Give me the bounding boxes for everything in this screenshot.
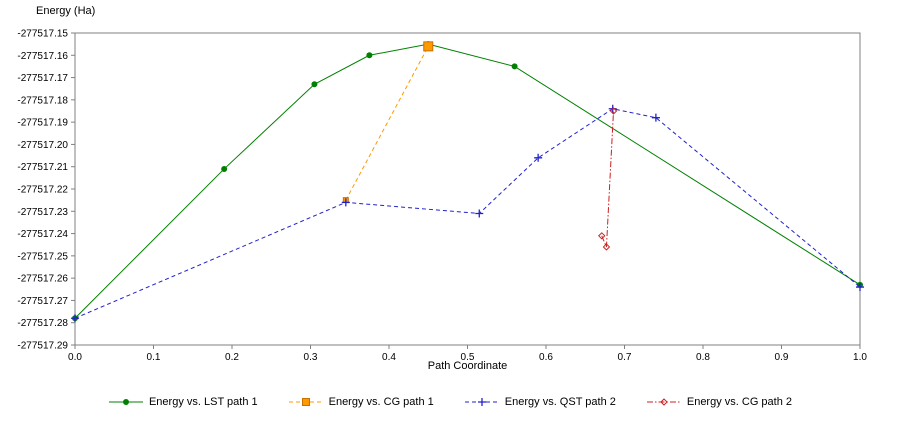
y-tick-label: -277517.20 [17, 140, 68, 151]
y-tick-label: -277517.16 [17, 51, 68, 62]
y-tick-label: -277517.17 [17, 73, 68, 84]
y-axis-title: Energy (Ha) [36, 5, 96, 17]
series-line [345, 46, 429, 201]
legend-item: Energy vs. CG path 1 [288, 396, 434, 408]
circle-marker[interactable] [221, 165, 228, 172]
circle-marker[interactable] [311, 81, 318, 88]
y-tick-label: -277517.24 [17, 229, 68, 240]
plus-marker[interactable] [71, 314, 79, 323]
y-tick-label: -277517.19 [17, 118, 68, 129]
diamond-marker [660, 398, 668, 406]
circle-marker[interactable] [366, 52, 373, 59]
plus-marker[interactable] [475, 209, 484, 218]
x-tick-label: 0.4 [382, 352, 396, 363]
circle-marker[interactable] [511, 63, 518, 70]
legend-item: Energy vs. QST path 2 [464, 396, 616, 408]
x-tick-label: 0.9 [775, 352, 789, 363]
legend-swatch [108, 399, 143, 405]
y-tick-label: -277517.15 [17, 29, 68, 40]
y-tick-label: -277517.21 [17, 162, 68, 173]
plus-marker[interactable] [651, 113, 660, 122]
legend-swatch [464, 398, 499, 406]
x-tick-label: 0.1 [147, 352, 161, 363]
y-tick-label: -277517.22 [17, 185, 68, 196]
legend-label: Energy vs. CG path 2 [686, 396, 793, 408]
circle-marker [122, 399, 129, 405]
diamond-marker[interactable] [598, 232, 606, 240]
y-tick-label: -277517.23 [17, 207, 68, 218]
legend: Energy vs. LST path 1 Energy vs. CG path … [0, 396, 900, 408]
x-axis-title: Path Coordinate [427, 360, 508, 372]
x-tick-label: 0.0 [68, 352, 82, 363]
y-tick-label: -277517.18 [17, 95, 68, 106]
plus-marker [477, 398, 486, 406]
x-tick-label: 0.6 [539, 352, 553, 363]
legend-label: Energy vs. CG path 1 [328, 396, 434, 408]
x-tick-label: 0.5 [461, 352, 475, 363]
legend-label: Energy vs. LST path 1 [148, 396, 258, 408]
plot-border [74, 32, 861, 346]
y-tick-label: -277517.28 [17, 318, 68, 329]
square-marker[interactable] [423, 41, 434, 52]
series-line [601, 110, 615, 248]
plus-marker[interactable] [534, 153, 543, 162]
legend-item: Energy vs. LST path 1 [108, 396, 258, 408]
x-tick-label: 1.0 [853, 352, 867, 363]
diamond-marker[interactable] [602, 243, 611, 251]
plot-canvas[interactable]: -277517.15 -277517.16 -277517.17 -277517.18… [0, 0, 900, 380]
legend-label: Energy vs. QST path 2 [504, 396, 616, 408]
legend-swatch [646, 398, 681, 406]
plus-marker[interactable] [341, 198, 350, 207]
y-tick-label: -277517.29 [17, 341, 68, 352]
x-tick-label: 0.2 [225, 352, 239, 363]
x-tick-label: 0.3 [304, 352, 318, 363]
y-tick-label: -277517.25 [17, 251, 68, 262]
plus-marker[interactable] [856, 283, 864, 292]
diamond-marker[interactable] [609, 107, 618, 115]
y-tick-label: -277517.27 [17, 296, 68, 307]
legend-swatch [288, 398, 323, 406]
square-marker [301, 398, 310, 406]
x-tick-label: 0.8 [696, 352, 710, 363]
y-tick-label: -277517.26 [17, 274, 68, 285]
x-tick-label: 0.7 [618, 352, 632, 363]
legend-item: Energy vs. CG path 2 [646, 396, 792, 408]
